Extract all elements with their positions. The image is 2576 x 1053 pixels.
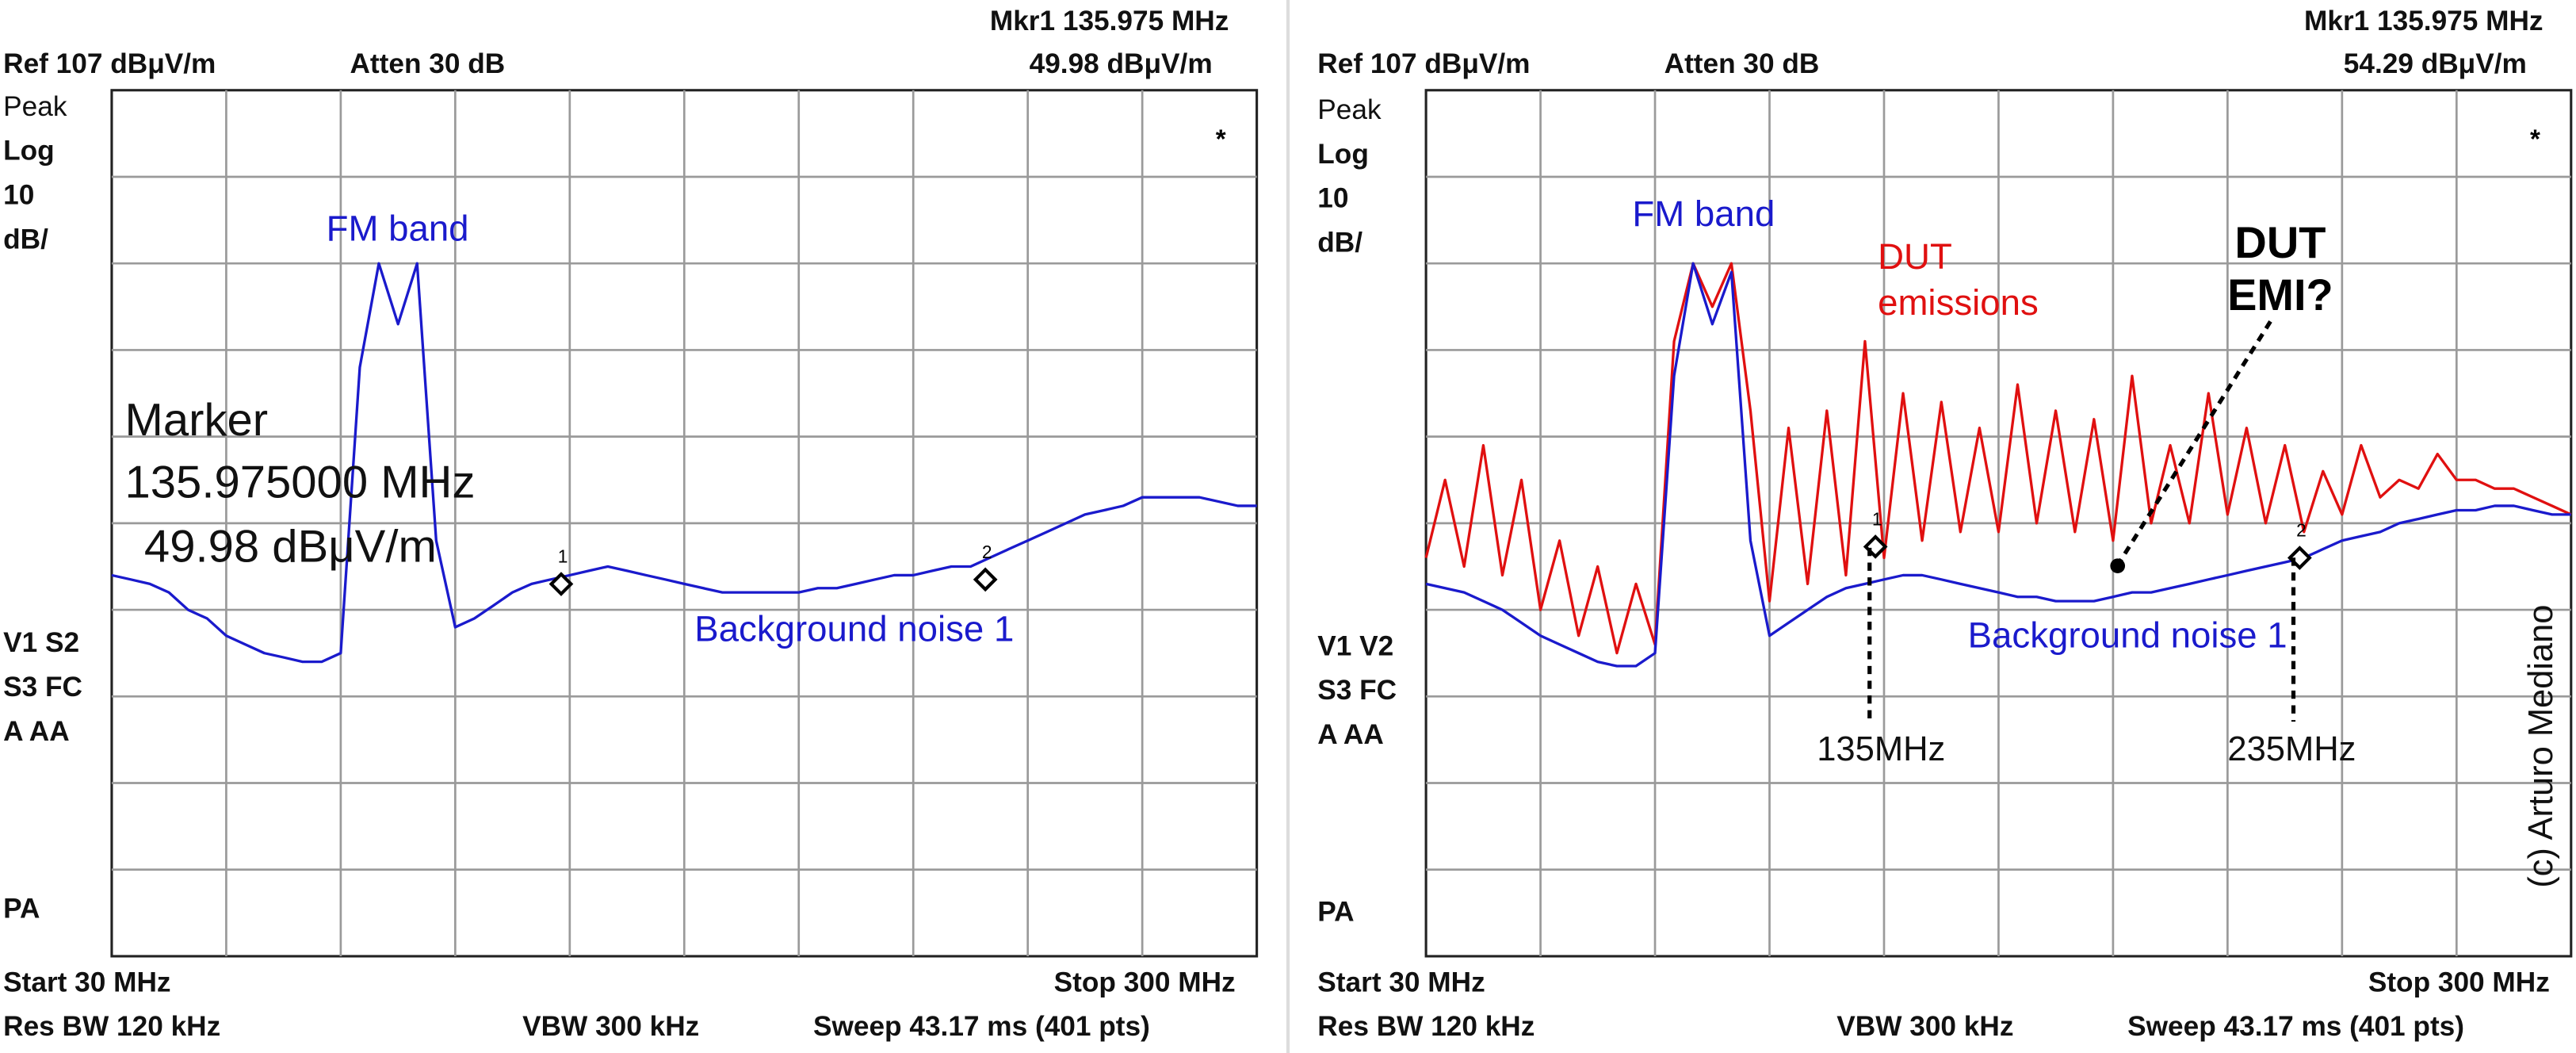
- trace: [1424, 262, 2572, 655]
- annotation: Background noise 1: [1968, 615, 2287, 656]
- marker: [1863, 534, 1888, 559]
- annotation: 135MHz: [1817, 730, 1945, 768]
- reference-level: Ref 107 dBμV/m: [3, 48, 216, 79]
- side-label: dB/: [1317, 228, 1363, 258]
- side-label: Peak: [3, 91, 67, 122]
- video-bandwidth: VBW 300 kHz: [522, 1011, 699, 1042]
- trace: [1425, 262, 2571, 668]
- side-label: A AA: [1317, 719, 1383, 750]
- annotation: FM band: [327, 209, 469, 249]
- annotation: Background noise 1: [694, 608, 1014, 649]
- marker: [973, 567, 998, 592]
- marker-readout: Mkr1 135.975 MHz: [2304, 6, 2544, 36]
- marker-label: 2: [2296, 519, 2307, 540]
- side-label: Log: [3, 136, 55, 167]
- annotation: (c) Arturo Mediano: [2522, 605, 2560, 888]
- annotation: 135.975000 MHz: [125, 458, 476, 508]
- video-bandwidth: VBW 300 kHz: [1836, 1011, 2013, 1042]
- side-label: 10: [1317, 183, 1348, 214]
- attenuation: Atten 30 dB: [1664, 48, 1820, 79]
- star: *: [1216, 125, 1226, 155]
- sweep-time: Sweep 43.17 ms (401 pts): [2127, 1011, 2464, 1042]
- annotation: emissions: [1878, 282, 2039, 323]
- side-label: V1 S2: [3, 627, 79, 658]
- marker-label: 1: [558, 546, 568, 566]
- trace: [111, 262, 1257, 664]
- start-frequency: Start 30 MHz: [3, 967, 170, 997]
- annotation: DUT: [2234, 217, 2326, 267]
- resolution-bandwidth: Res BW 120 kHz: [1317, 1011, 1535, 1042]
- dashed-line: [2117, 320, 2272, 564]
- marker-readout: Mkr1 135.975 MHz: [990, 6, 1229, 36]
- stop-frequency: Stop 300 MHz: [1054, 967, 1236, 997]
- annotation: DUT: [1878, 236, 1952, 277]
- sweep-time: Sweep 43.17 ms (401 pts): [813, 1011, 1150, 1042]
- annotation: FM band: [1632, 193, 1775, 234]
- callout-dot: [2110, 558, 2126, 573]
- side-label: Peak: [1317, 94, 1382, 125]
- annotation: Marker: [125, 395, 269, 446]
- side-label: dB/: [3, 224, 48, 255]
- marker-label: 2: [982, 542, 992, 562]
- side-label: PA: [1317, 896, 1354, 927]
- marker-value: 54.29 dBμV/m: [2344, 48, 2527, 79]
- annotation: 49.98 dBμV/m: [132, 521, 437, 572]
- side-label: S3 FC: [3, 672, 82, 703]
- side-label: S3 FC: [1317, 675, 1397, 706]
- callout-lines: [1867, 320, 2296, 722]
- star: *: [2530, 125, 2540, 155]
- side-label: Log: [1317, 139, 1369, 170]
- annotation: 235MHz: [2227, 730, 2356, 768]
- side-label: A AA: [3, 716, 69, 747]
- side-label: 10: [3, 180, 34, 211]
- start-frequency: Start 30 MHz: [1317, 967, 1485, 997]
- attenuation: Atten 30 dB: [350, 48, 505, 79]
- resolution-bandwidth: Res BW 120 kHz: [3, 1011, 220, 1042]
- side-label: PA: [3, 893, 40, 924]
- marker-label: 1: [1872, 508, 1882, 529]
- stop-frequency: Stop 300 MHz: [2368, 967, 2550, 997]
- annotation: EMI?: [2227, 270, 2333, 320]
- side-label: V1 V2: [1317, 630, 1393, 661]
- marker-value: 49.98 dBμV/m: [1030, 48, 1213, 79]
- marker: [548, 572, 574, 596]
- reference-level: Ref 107 dBμV/m: [1317, 48, 1530, 79]
